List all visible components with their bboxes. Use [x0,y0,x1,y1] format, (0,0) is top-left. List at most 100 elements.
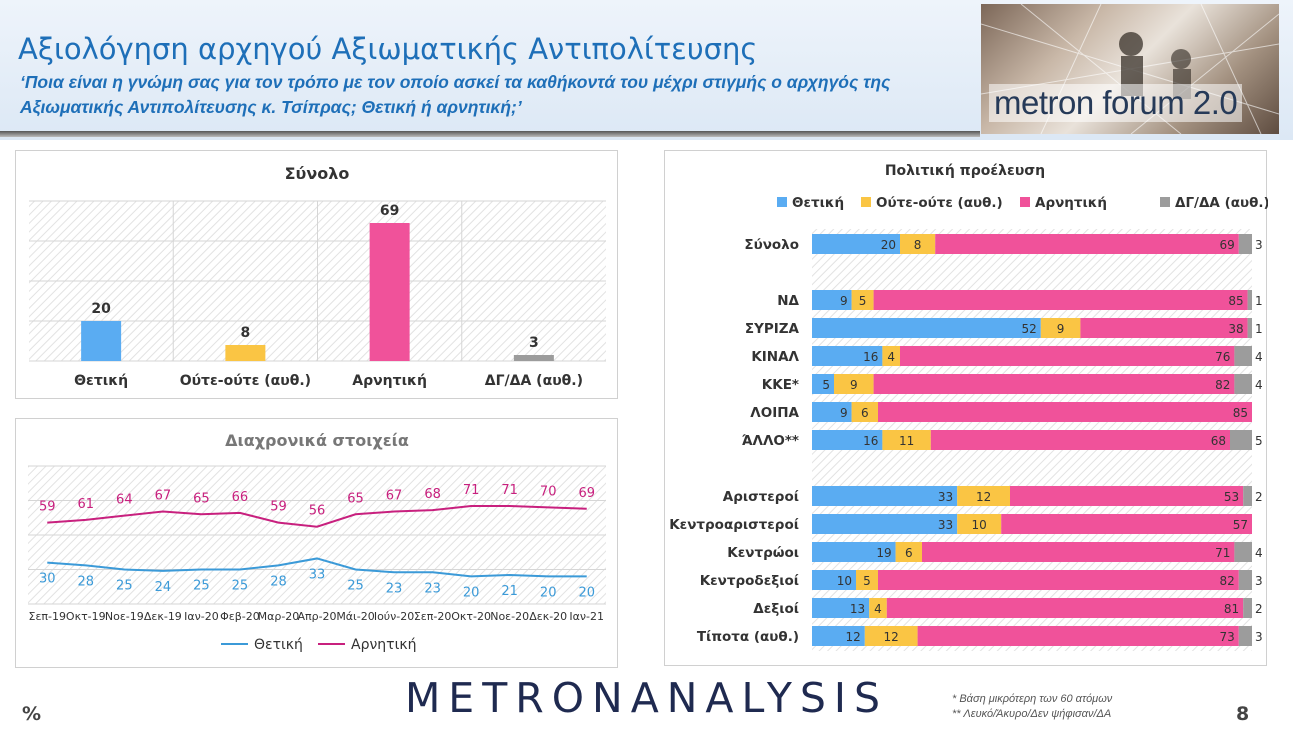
bar-segment [957,514,1002,534]
row-label: Κεντροαριστεροί [669,517,799,533]
data-label: 1 [1255,294,1263,308]
data-label: 73 [1220,630,1235,644]
series-line-negative [47,505,587,528]
row-label: Τίποτα (αυθ.) [697,629,799,645]
data-label: 57 [1233,518,1248,532]
data-label: 66 [232,490,249,505]
data-label: 3 [1255,238,1263,252]
bar-segment [812,430,883,450]
data-label: 3 [1255,630,1263,644]
bar-segment [812,234,900,254]
data-label: 5 [863,574,871,588]
bar-segment [873,290,1248,310]
legend-label: Αρνητική [351,637,416,653]
x-tick-label: Νοε-19 [105,610,144,623]
bar-segment [812,598,870,618]
legend-label: Θετική [792,195,844,211]
data-label: 68 [1211,434,1226,448]
data-label: 9 [840,294,848,308]
x-tick-label: Μαρ-20 [258,610,300,623]
bar-segment [878,570,1239,590]
data-label: 24 [155,580,172,595]
bar-segment [1247,290,1252,310]
footnotes: * Βάση μικρότερη των 60 ατόμων ** Λευκό/… [952,692,1112,722]
data-label: 12 [976,490,991,504]
bar-segment [1234,374,1252,394]
data-label: 25 [232,579,249,594]
bar-segment [882,346,900,366]
data-label: 61 [78,497,95,512]
row-label: Αριστεροί [723,489,799,505]
category-label: Ούτε-ούτε (αυθ.) [180,373,311,389]
bar-segment [812,374,834,394]
row-label: Σύνολο [744,237,799,253]
data-label: 71 [501,483,518,498]
bar-segment [1238,570,1252,590]
bar-segment [895,542,922,562]
data-label: 23 [386,581,403,596]
x-tick-label: Σεπ-19 [29,610,67,623]
data-label: 28 [78,574,95,589]
data-label: 10 [972,518,987,532]
x-tick-label: Μάι-20 [336,610,374,623]
data-label: 5 [822,378,830,392]
x-tick-label: Νοε-20 [490,610,529,623]
x-tick-label: Σεπ-20 [414,610,452,623]
data-label: 3 [529,335,539,351]
legend-label: Αρνητική [1035,195,1107,211]
bar [513,355,554,361]
data-label: 2 [1255,602,1263,616]
data-label: 53 [1224,490,1239,504]
logo-text: metron forum 2.0 [989,84,1243,122]
data-label: 19 [876,546,891,560]
bar [369,223,410,361]
category-label: Θετική [74,373,128,389]
data-label: 12 [846,630,861,644]
data-label: 8 [241,325,251,341]
data-label: 64 [116,493,133,508]
data-label: 71 [1215,546,1230,560]
bar-segment [812,514,958,534]
bar-segment [882,430,931,450]
data-label: 20 [91,301,111,317]
bar-segment [851,290,874,310]
data-label: 56 [309,504,326,519]
bar-segment [873,374,1235,394]
data-label: 4 [1255,350,1263,364]
data-label: 25 [193,579,210,594]
data-label: 68 [424,487,441,502]
data-label: 11 [899,434,914,448]
data-label: 76 [1215,350,1230,364]
bar-segment [864,626,918,646]
data-label: 33 [938,490,953,504]
x-tick-label: Οκτ-20 [451,610,491,623]
legend-label: Ούτε-ούτε (αυθ.) [876,195,1003,211]
footnote-1: * Βάση μικρότερη των 60 ατόμων [952,693,1113,705]
data-label: 52 [1022,322,1037,336]
data-label: 5 [1255,434,1263,448]
data-label: 33 [309,567,326,582]
data-label: 4 [874,602,882,616]
data-label: 16 [863,350,878,364]
data-label: 59 [270,500,287,515]
x-tick-label: Απρ-20 [297,610,336,623]
header: Αξιολόγηση αρχηγού Αξιωματικής Αντιπολίτ… [0,0,1293,140]
x-tick-label: Ιαν-20 [184,610,219,623]
bar-segment [886,598,1244,618]
bar-segment [1238,626,1252,646]
data-label: 12 [884,630,899,644]
data-label: 25 [116,579,133,594]
category-label: Αρνητική [352,373,427,389]
data-label: 69 [578,486,595,501]
legend-label: Θετική [254,637,303,653]
data-label: 70 [540,484,557,499]
data-label: 85 [1233,406,1248,420]
data-label: 21 [501,584,518,599]
legend-label: ΔΓ/ΔΑ (αυθ.) [1175,195,1268,211]
x-tick-label: Οκτ-19 [66,610,106,623]
chart-title: Διαχρονικά στοιχεία [225,431,409,450]
trend-chart-panel: Διαχρονικά στοιχεία 30 28 25 24 25 25 28 33 25 23 2… [15,418,618,668]
legend-swatch [1020,197,1030,207]
bar-segment [812,290,852,310]
bar-segment [1040,318,1081,338]
